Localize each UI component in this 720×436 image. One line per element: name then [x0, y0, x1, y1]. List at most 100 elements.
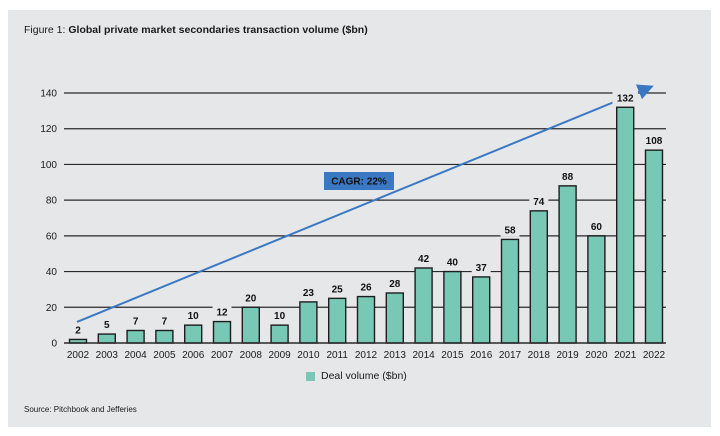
x-tick-label: 2007: [211, 350, 234, 361]
data-label: 5: [104, 320, 110, 331]
x-tick-label: 2011: [326, 350, 348, 361]
x-tick-label: 2014: [412, 350, 435, 361]
bar: [500, 238, 520, 344]
x-tick-label: 2016: [470, 350, 493, 361]
data-label: 7: [162, 317, 168, 328]
data-label-bg: [356, 280, 376, 294]
data-label-bg: [442, 255, 462, 269]
x-tick-label: 2010: [297, 350, 320, 361]
x-tick-label: 2022: [643, 350, 666, 361]
legend-swatch: [306, 371, 315, 381]
figure-title: Figure 1: Global private market secondar…: [24, 24, 368, 36]
figure-prefix: Figure 1:: [24, 24, 69, 36]
y-tick-label: 40: [46, 267, 58, 278]
y-tick-label: 0: [51, 339, 57, 350]
cagr-label-box: [324, 172, 394, 190]
x-tick-label: 2018: [528, 350, 551, 361]
bar: [644, 149, 664, 344]
x-tick-label: 2006: [182, 350, 205, 361]
x-tick-label: 2013: [384, 350, 407, 361]
data-label: 108: [646, 136, 663, 147]
data-label-bg: [558, 169, 578, 183]
figure-panel: [8, 10, 711, 427]
bar: [616, 106, 635, 344]
bar: [385, 292, 404, 344]
bar: [183, 324, 203, 344]
bar: [587, 235, 606, 344]
bar: [356, 295, 376, 344]
x-tick-label: 2020: [585, 350, 608, 361]
x-tick-label: 2015: [441, 350, 464, 361]
data-label-bg: [586, 219, 606, 233]
x-tick-label: 2012: [355, 350, 378, 361]
legend: Deal volume ($bn): [306, 370, 407, 382]
bar: [270, 324, 289, 344]
data-label-bg: [641, 134, 667, 148]
data-label-bg: [298, 285, 318, 299]
data-label: 28: [389, 279, 401, 290]
x-tick-label: 2009: [268, 350, 291, 361]
y-tick-label: 80: [46, 196, 58, 207]
data-label: 40: [447, 258, 459, 269]
bar: [558, 185, 577, 344]
data-label-bg: [129, 314, 142, 328]
data-label: 132: [617, 93, 634, 104]
data-label: 12: [216, 308, 228, 319]
data-label: 10: [188, 311, 200, 322]
x-tick-label: 2019: [556, 350, 579, 361]
data-label: 58: [504, 225, 516, 236]
bar: [472, 276, 491, 344]
x-tick-label: 2017: [499, 350, 522, 361]
data-label-bg: [270, 309, 290, 323]
data-label-bg: [612, 91, 638, 105]
data-label: 37: [476, 263, 488, 274]
data-label-bg: [241, 291, 261, 305]
x-tick-label: 2003: [96, 350, 119, 361]
data-label: 10: [274, 311, 286, 322]
bar: [299, 301, 318, 344]
data-label-bg: [385, 277, 405, 290]
data-label-bg: [212, 305, 232, 319]
data-label: 20: [245, 293, 257, 304]
data-label-bg: [529, 194, 549, 208]
data-label: 74: [533, 197, 545, 208]
data-label-bg: [183, 309, 203, 323]
x-tick-label: 2008: [240, 350, 263, 361]
data-label-bg: [327, 282, 347, 296]
x-tick-label: 2002: [67, 350, 90, 361]
y-tick-label: 120: [40, 124, 57, 135]
x-tick-label: 2004: [124, 350, 147, 361]
cagr-label: CAGR: 22%: [331, 177, 387, 188]
data-label: 60: [591, 222, 603, 233]
data-label-bg: [414, 252, 434, 265]
figure-title-text: Global private market secondaries transa…: [68, 24, 368, 36]
bar: [328, 297, 347, 344]
x-tick-label: 2021: [614, 350, 637, 361]
data-label: 26: [360, 283, 372, 294]
bar: [241, 306, 261, 344]
data-label: 2: [75, 325, 81, 336]
data-label-bg: [71, 323, 85, 337]
data-label-bg: [100, 318, 114, 332]
bar: [414, 267, 433, 344]
bar: [126, 329, 145, 344]
data-label-bg: [158, 314, 171, 328]
x-tick-label: 2005: [153, 350, 176, 361]
source-note: Source: Pitchbook and Jefferies: [24, 405, 137, 414]
y-tick-label: 100: [40, 160, 57, 171]
legend-label: Deal volume ($bn): [321, 370, 407, 382]
data-label: 7: [133, 317, 139, 328]
y-tick-label: 20: [46, 303, 58, 314]
bar: [97, 333, 117, 344]
bar: [529, 210, 548, 344]
data-label-bg: [500, 223, 520, 237]
y-tick-label: 140: [40, 89, 57, 100]
bar: [212, 320, 232, 344]
data-label: 88: [562, 172, 574, 183]
data-label: 23: [303, 288, 315, 299]
data-label-bg: [471, 260, 491, 274]
cagr-trend-arrow: [76, 84, 654, 323]
bar: [443, 270, 462, 344]
bar: [155, 329, 174, 344]
